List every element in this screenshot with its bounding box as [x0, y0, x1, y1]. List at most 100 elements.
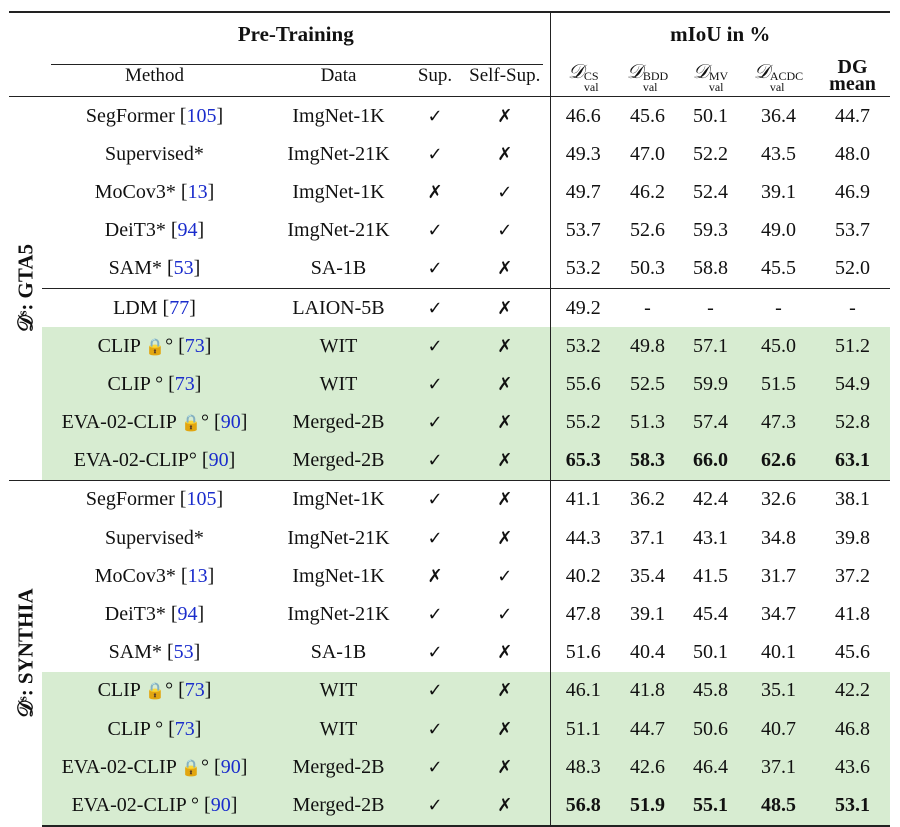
method-name: MoCov3* [94, 180, 181, 203]
cross-icon: ✗ [460, 327, 551, 366]
mv-value: 57.4 [679, 403, 743, 442]
citation-link[interactable]: 13 [187, 180, 208, 203]
cross-icon: ✗ [460, 786, 551, 827]
cs-value: 49.2 [549, 287, 617, 328]
cross-icon: ✗ [460, 403, 551, 442]
citation-link[interactable]: 90 [208, 449, 229, 472]
table-row: DeiT3* [94] ImgNet-21K ✓ ✓ 47.8 39.1 45.4 34.7 4… [9, 595, 890, 634]
method-cell: DeiT3* [94] [104, 219, 205, 242]
cross-icon: ✗ [497, 143, 513, 165]
gta5-group: 𝒟ˢ: GTA5 SegFormer [105] ImgNet-1K ✓ ✗ 46.6 45… [9, 96, 891, 481]
dg-value: 51.2 [815, 327, 891, 366]
mv-value: 66.0 [679, 441, 743, 481]
citation-link[interactable]: 73 [174, 372, 195, 395]
table-row: LDM [77] LAION-5B ✓ ✗ 49.2- - - - [9, 287, 891, 328]
dg-value: 54.9 [815, 365, 891, 404]
checkmark-icon: ✓ [410, 786, 460, 827]
method-cell: CLIP ° [73] [42, 365, 267, 404]
cs-value: 49.7 [549, 173, 617, 212]
citation-link[interactable]: 53 [173, 641, 194, 664]
bdd-value: - [616, 287, 680, 328]
acdc-value: - [742, 287, 816, 328]
cs-value: 65.3 [549, 441, 617, 481]
data-cell: ImgNet-1K [292, 564, 385, 587]
citation-link[interactable]: 73 [184, 334, 205, 357]
data-cell: LAION-5B [267, 287, 410, 328]
group-label: 𝒟ˢ: SYNTHIA [9, 479, 42, 826]
checkmark-icon: ✓ [497, 565, 513, 587]
bdd-value: 47.0 [630, 142, 666, 165]
table-row: MoCov3* [13] ImgNet-1K ✗ ✓ 49.7 46.2 52.4 39.1 4… [9, 173, 890, 212]
cs-value: 53.7 [549, 211, 617, 250]
method-cell: SAM* [53] [108, 257, 201, 280]
cross-icon: ✗ [460, 671, 551, 710]
acdc-value: 36.4 [742, 96, 816, 136]
method-cell: SegFormer [105] [42, 96, 267, 136]
acdc-value: 40.7 [742, 710, 816, 749]
method-name: CLIP [97, 334, 146, 357]
cs-value: 55.6 [549, 365, 617, 404]
method-name: CLIP [97, 679, 146, 702]
dg-value: 38.1 [815, 479, 891, 520]
citation-link[interactable]: 53 [173, 257, 194, 280]
acdc-value: 62.6 [742, 441, 816, 481]
cross-icon: ✗ [497, 527, 513, 549]
citation-link[interactable]: 13 [187, 564, 208, 587]
data-cell: ImgNet-1K [267, 96, 410, 136]
results-table-container: Pre-Training mIoU in % Method Data Sup. … [9, 11, 891, 827]
citation-link[interactable]: 94 [177, 219, 198, 242]
acdc-header: 𝒟 ACDC val [753, 59, 804, 94]
data-cell: Merged-2B [267, 786, 410, 827]
method-cell: Supervised* [42, 519, 267, 557]
checkmark-icon: ✓ [410, 710, 460, 749]
bdd-value: 51.3 [616, 403, 680, 442]
mv-value: 42.4 [679, 479, 743, 520]
method-name: DeiT3* [104, 219, 171, 242]
citation-link[interactable]: 77 [169, 296, 190, 319]
method-cell: EVA-02-CLIP 🔒° [90] [42, 403, 267, 442]
table-row: EVA-02-CLIP 🔒° [90] Merged-2B ✓ ✗ 55.2 51.3 57… [9, 403, 891, 442]
citation-link[interactable]: 105 [186, 104, 217, 127]
cs-value: 53.2 [549, 249, 617, 289]
cross-icon: ✗ [460, 287, 551, 328]
method-name: CLIP [107, 717, 156, 740]
citation-link[interactable]: 105 [186, 488, 217, 511]
corner-cell [9, 11, 42, 56]
dg-value: 48.0 [835, 142, 871, 165]
corner-cell-2 [9, 56, 42, 97]
results-table: Pre-Training mIoU in % Method Data Sup. … [9, 11, 891, 827]
bdd-value: 42.6 [616, 748, 680, 787]
data-cell: Merged-2B [267, 748, 410, 787]
acdc-value: 47.3 [742, 403, 816, 442]
data-header: Data [320, 65, 357, 86]
citation-link[interactable]: 90 [210, 793, 231, 816]
acdc-value: 51.5 [742, 365, 816, 404]
bdd-value: 51.9 [616, 786, 680, 827]
cross-icon: ✗ [460, 710, 551, 749]
citation-link[interactable]: 90 [220, 411, 241, 434]
method-name: DeiT3* [104, 603, 171, 626]
acdc-value: 39.1 [761, 180, 797, 203]
citation-link[interactable]: 94 [177, 603, 198, 626]
group-label-text: 𝒟ˢ: SYNTHIA [13, 588, 37, 718]
data-cell: WIT [267, 710, 410, 749]
method-cell: SegFormer [105] [42, 479, 267, 520]
acdc-value: 34.8 [761, 526, 797, 549]
table-row: CLIP ° [73] WIT ✓ ✗ 51.1 44.7 50.6 40.7 46.8 [9, 710, 891, 749]
degree-mark: ° [165, 334, 179, 357]
acdc-value: 37.1 [742, 748, 816, 787]
acdc-value: 43.5 [761, 142, 797, 165]
citation-link[interactable]: 73 [184, 679, 205, 702]
dg-value: - [815, 287, 891, 328]
mv-value: 55.1 [679, 786, 743, 827]
cross-icon: ✗ [460, 748, 551, 787]
table-row: CLIP ° [73] WIT ✓ ✗ 55.6 52.5 59.9 51.5 54.9 [9, 365, 891, 404]
checkmark-icon: ✓ [410, 748, 460, 787]
cs-value: 56.8 [549, 786, 617, 827]
data-cell: Merged-2B [267, 441, 410, 481]
citation-link[interactable]: 73 [174, 717, 195, 740]
cs-value: 46.6 [549, 96, 617, 136]
citation-link[interactable]: 90 [220, 755, 241, 778]
cross-icon: ✗ [427, 565, 443, 587]
method-name: SAM* [108, 641, 167, 664]
